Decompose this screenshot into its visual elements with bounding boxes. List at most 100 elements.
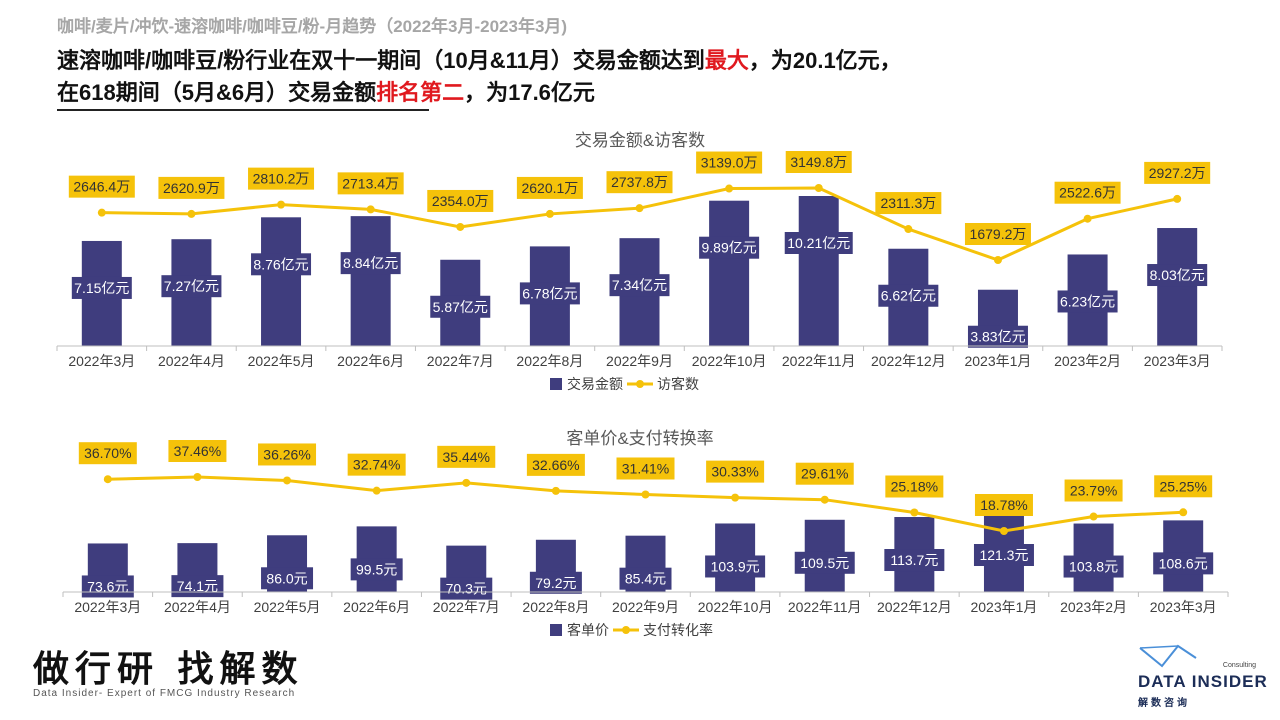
line-point <box>641 490 650 499</box>
bar-value-label: 8.76亿元 <box>253 256 308 272</box>
x-tick-label: 2023年1月 <box>964 353 1031 369</box>
bar-value-label: 73.6元 <box>87 578 128 594</box>
bar-label-bg <box>878 284 939 307</box>
line-value-label: 2522.6万 <box>1059 185 1116 201</box>
line-point <box>1089 512 1098 521</box>
bar-value-label: 108.6元 <box>1159 555 1208 571</box>
brand-slogan-en: Data Insider- Expert of FMCG Industry Re… <box>33 688 296 699</box>
x-tick-label: 2022年7月 <box>427 353 494 369</box>
bar-label-bg <box>973 544 1034 566</box>
line-value-label: 3149.8万 <box>790 154 847 170</box>
bar-value-label: 6.62亿元 <box>881 288 936 304</box>
chart-title: 客单价&支付转换率 <box>566 429 713 448</box>
line-value-label: 32.74% <box>353 457 400 473</box>
line-value-label: 36.26% <box>263 446 310 462</box>
bar-value-label: 9.89亿元 <box>701 240 756 256</box>
x-tick-label: 2022年4月 <box>164 599 231 615</box>
x-tick-label: 2023年2月 <box>1054 353 1121 369</box>
line-label-bg <box>427 189 494 212</box>
bar-value-label: 10.21亿元 <box>787 235 850 251</box>
x-tick-label: 2022年10月 <box>692 353 767 369</box>
line-value-label: 2810.2万 <box>253 171 310 187</box>
line-point <box>635 204 644 213</box>
line-point <box>904 225 913 234</box>
line-label-bg <box>258 443 317 466</box>
x-tick-label: 2022年3月 <box>68 353 135 369</box>
legend-bar-label: 交易金额 <box>567 376 623 392</box>
x-tick-label: 2023年3月 <box>1144 353 1211 369</box>
x-tick-label: 2022年9月 <box>606 353 673 369</box>
line-value-label: 2646.4万 <box>73 179 130 195</box>
line-value-label: 32.66% <box>532 457 579 473</box>
line-point <box>725 184 734 193</box>
line-value-label: 35.44% <box>443 449 490 465</box>
line-label-bg <box>168 440 227 462</box>
legend-bar-swatch <box>550 378 562 390</box>
line-value-label: 37.46% <box>174 443 221 459</box>
line-label-bg <box>785 151 852 173</box>
legend-line-marker <box>636 380 644 388</box>
bar-label-bg <box>251 253 312 276</box>
x-tick-label: 2023年3月 <box>1150 599 1217 615</box>
line-value-label: 2927.2万 <box>1149 165 1206 181</box>
line-value-label: 30.33% <box>711 464 758 480</box>
line-label-bg <box>795 462 854 485</box>
line-value-label: 2620.9万 <box>163 180 220 196</box>
line-point <box>545 209 554 218</box>
line-value-label: 2737.8万 <box>611 174 668 190</box>
line-label-bg <box>347 453 406 476</box>
line-label-bg <box>158 176 225 199</box>
bar-label-bg <box>699 236 760 259</box>
bar <box>709 200 750 346</box>
bar-label-bg <box>794 551 855 574</box>
legend-line-label: 支付转化率 <box>643 622 713 638</box>
line-point <box>366 205 375 214</box>
bar <box>798 196 839 346</box>
line-point <box>283 476 292 485</box>
chart-price-conversion: 客单价&支付转换率 73.6元 74.1元 86.0元 99.5元 70.3元 79.2元 8… <box>62 429 1229 638</box>
brand-slogan-cn: 做行研 找解数 <box>33 648 304 690</box>
x-tick-label: 2022年11月 <box>782 353 856 369</box>
chart-transaction-visitors: 交易金额&访客数 7.15亿元 7.27亿元 8.76亿元 8.84亿元 5.87亿元 6.… <box>56 131 1223 392</box>
headline-line-2: 在618期间（5月&6月）交易金额排名第二，为17.6亿元 <box>57 75 595 107</box>
x-tick-label: 2022年11月 <box>788 599 862 615</box>
bar-value-label: 3.83亿元 <box>970 329 1025 345</box>
bar-label-bg <box>430 295 491 318</box>
line-point <box>103 475 112 484</box>
headline-2-text-b: ，为17.6亿元 <box>464 80 595 105</box>
bar-label-bg <box>1057 290 1118 313</box>
line-label-bg <box>616 457 675 480</box>
bar-value-label: 121.3元 <box>979 547 1028 563</box>
chart-title: 交易金额&访客数 <box>575 131 705 150</box>
bar <box>1157 228 1198 346</box>
bar-value-label: 113.7元 <box>890 552 938 568</box>
line-value-label: 25.25% <box>1159 478 1206 494</box>
line-value-label: 3139.0万 <box>701 155 758 171</box>
bar-value-label: 99.5元 <box>356 561 397 577</box>
line-label-bg <box>248 167 315 190</box>
line-value-label: 36.70% <box>84 445 131 461</box>
bar-label-bg <box>440 577 493 600</box>
headline-2-text-a: 在618期间（5月&6月）交易金额 <box>57 80 377 105</box>
line-label-bg <box>964 223 1031 245</box>
line-label-bg <box>875 192 942 215</box>
bar-value-label: 85.4元 <box>625 571 666 587</box>
bar-label-bg <box>529 571 582 594</box>
line-value-label: 1679.2万 <box>970 226 1027 242</box>
line-value-label: 31.41% <box>622 460 669 476</box>
bar-value-label: 6.78亿元 <box>522 285 577 301</box>
bar-value-label: 86.0元 <box>266 570 307 586</box>
logo-name: DATA INSIDER <box>1138 672 1268 691</box>
line-label-bg <box>526 453 585 476</box>
bar-value-label: 8.03亿元 <box>1150 267 1205 283</box>
x-tick-label: 2022年5月 <box>248 353 315 369</box>
bar-label-bg <box>261 567 314 590</box>
line-value-label: 2713.4万 <box>342 175 399 191</box>
legend-bar-swatch <box>550 624 562 636</box>
x-tick-label: 2022年6月 <box>337 353 404 369</box>
bar-label-bg <box>884 549 945 572</box>
line-value-label: 29.61% <box>801 466 848 482</box>
x-tick-label: 2022年9月 <box>612 599 679 615</box>
bar-label-bg <box>705 555 766 578</box>
bar-label-bg <box>967 325 1028 348</box>
